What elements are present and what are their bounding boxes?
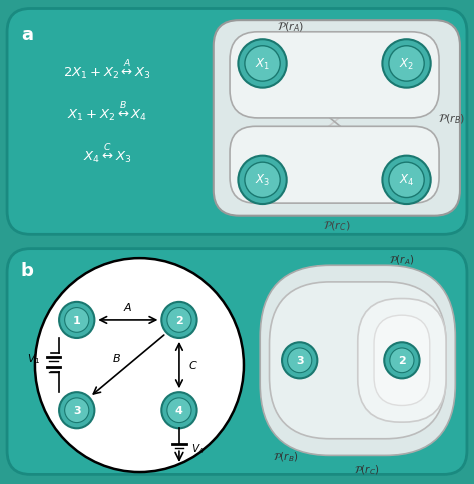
Circle shape (35, 258, 244, 472)
FancyBboxPatch shape (230, 33, 439, 119)
FancyBboxPatch shape (7, 249, 467, 474)
Circle shape (288, 348, 312, 373)
Text: B: B (112, 353, 120, 363)
Text: $\mathcal{P}(r_A)$: $\mathcal{P}(r_A)$ (389, 253, 415, 267)
FancyBboxPatch shape (7, 10, 467, 235)
Circle shape (383, 40, 431, 89)
Circle shape (64, 398, 89, 423)
Text: $\mathcal{P}(r_C)$: $\mathcal{P}(r_C)$ (323, 219, 351, 232)
Text: 4: 4 (175, 406, 183, 415)
Text: 3: 3 (296, 356, 303, 365)
Circle shape (59, 302, 94, 338)
Text: $X_3$: $X_3$ (255, 173, 270, 188)
Text: 1: 1 (73, 315, 81, 325)
Text: $X_1$: $X_1$ (255, 57, 270, 72)
Text: C: C (189, 360, 197, 370)
FancyBboxPatch shape (374, 316, 430, 406)
Text: b: b (21, 261, 34, 279)
Text: $X_2$: $X_2$ (399, 57, 414, 72)
Text: $\mathcal{P}(r_A)$: $\mathcal{P}(r_A)$ (277, 20, 304, 34)
FancyBboxPatch shape (214, 21, 460, 216)
FancyBboxPatch shape (260, 266, 456, 455)
Circle shape (384, 343, 419, 378)
FancyBboxPatch shape (358, 299, 446, 422)
Circle shape (238, 40, 287, 89)
Text: a: a (21, 26, 33, 44)
Text: $\mathcal{P}(r_C)$: $\mathcal{P}(r_C)$ (354, 463, 380, 476)
Circle shape (64, 308, 89, 333)
Text: $\mathcal{P}(r_B)$: $\mathcal{P}(r_B)$ (273, 450, 299, 463)
Text: 2: 2 (398, 356, 406, 365)
Text: $X_4$: $X_4$ (399, 173, 414, 188)
Circle shape (389, 163, 424, 198)
Circle shape (282, 343, 318, 378)
Text: $V_1$: $V_1$ (27, 351, 40, 365)
Text: $X_1 + X_2 \overset{B}{\leftrightarrow} X_4$: $X_1 + X_2 \overset{B}{\leftrightarrow} … (67, 100, 147, 124)
Text: 3: 3 (73, 406, 81, 415)
Circle shape (389, 46, 424, 82)
Circle shape (161, 393, 197, 428)
Text: 2: 2 (175, 315, 183, 325)
Circle shape (245, 163, 280, 198)
Text: $X_4 \overset{C}{\leftrightarrow} X_3$: $X_4 \overset{C}{\leftrightarrow} X_3$ (83, 141, 131, 166)
Circle shape (238, 156, 287, 205)
Circle shape (167, 398, 191, 423)
FancyBboxPatch shape (270, 282, 446, 439)
Text: $V_4$: $V_4$ (191, 441, 204, 455)
Circle shape (167, 308, 191, 333)
Circle shape (245, 46, 280, 82)
Circle shape (383, 156, 431, 205)
Text: A: A (124, 302, 132, 313)
Circle shape (161, 302, 197, 338)
Circle shape (390, 348, 414, 373)
Circle shape (59, 393, 94, 428)
Text: $\mathcal{P}(r_B)$: $\mathcal{P}(r_B)$ (438, 112, 465, 125)
Text: $2X_1 + X_2 \overset{A}{\leftrightarrow} X_3$: $2X_1 + X_2 \overset{A}{\leftrightarrow}… (63, 58, 151, 82)
FancyBboxPatch shape (230, 127, 439, 204)
